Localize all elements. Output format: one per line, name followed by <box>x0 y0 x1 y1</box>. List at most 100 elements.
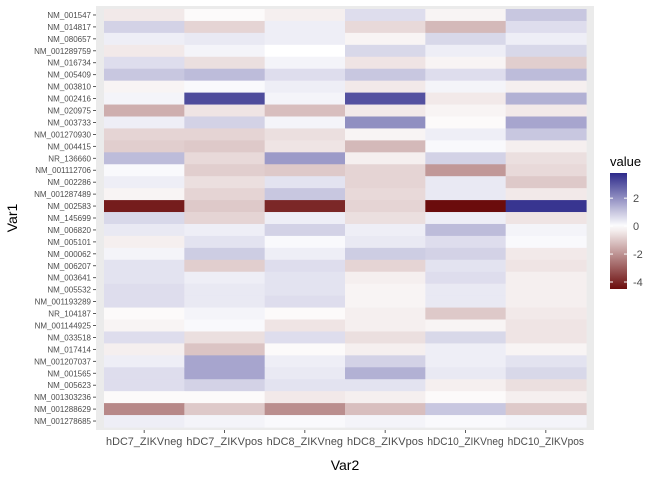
heatmap-cell <box>264 56 346 70</box>
heatmap-cell <box>425 415 507 428</box>
y-tick-label: NM_001287489 <box>34 190 91 199</box>
heatmap-cell <box>425 104 507 118</box>
heatmap-cell <box>264 80 346 94</box>
y-axis-title: Var1 <box>4 204 20 233</box>
heatmap-cell <box>505 283 587 297</box>
y-tick-label: NM_020975 <box>47 107 91 116</box>
heatmap-cell <box>184 20 266 34</box>
heatmap-cell <box>184 188 266 201</box>
heatmap-cell <box>345 307 426 321</box>
heatmap-cell <box>184 295 266 309</box>
y-tick-label: NM_080657 <box>47 35 91 44</box>
heatmap-cell <box>184 355 266 368</box>
heatmap-cell <box>184 140 266 153</box>
y-tick-label: NM_001565 <box>47 369 91 378</box>
heatmap-cell <box>104 415 185 428</box>
heatmap-cell <box>425 403 507 416</box>
x-tick-label: hDC8_ZIKVpos <box>347 436 424 448</box>
y-tick-label: NR_104187 <box>48 310 91 319</box>
heatmap-cell <box>425 80 507 94</box>
heatmap-cell <box>264 188 346 201</box>
heatmap-cell <box>505 343 587 356</box>
heatmap-cell <box>345 164 426 177</box>
heatmap-cell <box>184 56 266 70</box>
heatmap-cell <box>104 164 185 177</box>
y-tick-label: NM_006820 <box>47 226 91 235</box>
y-tick-label: NM_003733 <box>47 118 91 127</box>
heatmap-cell <box>505 44 587 58</box>
heatmap-cell <box>264 32 346 46</box>
y-tick-label: NM_000062 <box>47 250 91 259</box>
heatmap-cell <box>264 116 346 130</box>
heatmap-cell <box>425 92 507 106</box>
heatmap-cell <box>104 32 185 46</box>
heatmap-cell <box>505 164 587 177</box>
heatmap-cell <box>505 247 587 261</box>
legend-title: value <box>610 154 641 169</box>
heatmap-cell <box>345 379 426 392</box>
heatmap-cell <box>345 343 426 356</box>
heatmap-cell <box>345 152 426 165</box>
heatmap-cell <box>184 164 266 177</box>
heatmap-cell <box>345 212 426 225</box>
heatmap-cell <box>425 391 507 404</box>
x-tick-labels: hDC7_ZIKVneg hDC7_ZIKVpos hDC8_ZIKVneg hDC8… <box>106 430 584 448</box>
heatmap-cell <box>505 128 587 141</box>
y-tick-label: NM_001303236 <box>34 393 91 402</box>
x-tick-label: hDC7_ZIKVneg <box>106 436 182 448</box>
heatmap-cell <box>264 20 346 34</box>
heatmap-cell <box>505 391 587 404</box>
heatmap-cell <box>345 128 426 141</box>
heatmap-cell <box>425 247 507 261</box>
heatmap-cell <box>505 32 587 46</box>
heatmap-cell <box>184 32 266 46</box>
heatmap-cell <box>505 331 587 344</box>
heatmap-cell <box>104 307 185 321</box>
heatmap-cell <box>184 319 266 333</box>
heatmap-cell <box>184 9 266 22</box>
heatmap-cell <box>345 9 426 22</box>
heatmap-cell <box>264 271 346 285</box>
legend-tick-label: 2 <box>633 193 639 205</box>
heatmap-cell <box>264 152 346 165</box>
legend-colorbar <box>610 173 627 289</box>
heatmap-cell <box>425 283 507 297</box>
heatmap-cell <box>425 307 507 321</box>
heatmap-cell <box>264 403 346 416</box>
y-tick-label: NM_014817 <box>47 23 91 32</box>
y-tick-label: NM_003641 <box>47 274 91 283</box>
heatmap-cell <box>505 56 587 70</box>
heatmap-cell <box>264 92 346 106</box>
y-tick-labels: NM_001547 NM_014817 NM_080657 NM_001289759 N… <box>34 11 96 426</box>
heatmap-cell <box>264 247 346 261</box>
heatmap-cell <box>505 188 587 201</box>
heatmap-cell <box>104 68 185 82</box>
heatmap-cell <box>505 9 587 22</box>
heatmap-cell <box>184 104 266 118</box>
heatmap-cell <box>425 235 507 249</box>
heatmap-cell <box>345 355 426 368</box>
legend-tick-label: -4 <box>633 277 643 289</box>
heatmap-cell <box>345 140 426 153</box>
heatmap-cell <box>425 20 507 34</box>
heatmap-cell <box>425 116 507 130</box>
heatmap-cell <box>184 152 266 165</box>
heatmap-cell <box>345 32 426 46</box>
heatmap-cell <box>345 271 426 285</box>
heatmap-cell <box>184 176 266 189</box>
heatmap-cell <box>505 104 587 118</box>
heatmap-cell <box>104 259 185 273</box>
y-tick-label: NR_136660 <box>48 154 91 163</box>
y-tick-label: NM_002416 <box>47 95 91 104</box>
heatmap-cell <box>264 223 346 237</box>
heatmap-cell <box>264 379 346 392</box>
heatmap-cell <box>264 164 346 177</box>
heatmap-cell <box>505 367 587 380</box>
heatmap-cell <box>184 68 266 82</box>
heatmap-cell <box>264 44 346 58</box>
heatmap-cell <box>264 259 346 273</box>
legend-ticks: 2 0 -2 -4 <box>610 193 643 289</box>
heatmap-cell <box>104 140 185 153</box>
heatmap-cell <box>184 271 266 285</box>
heatmap-cell <box>264 200 346 213</box>
